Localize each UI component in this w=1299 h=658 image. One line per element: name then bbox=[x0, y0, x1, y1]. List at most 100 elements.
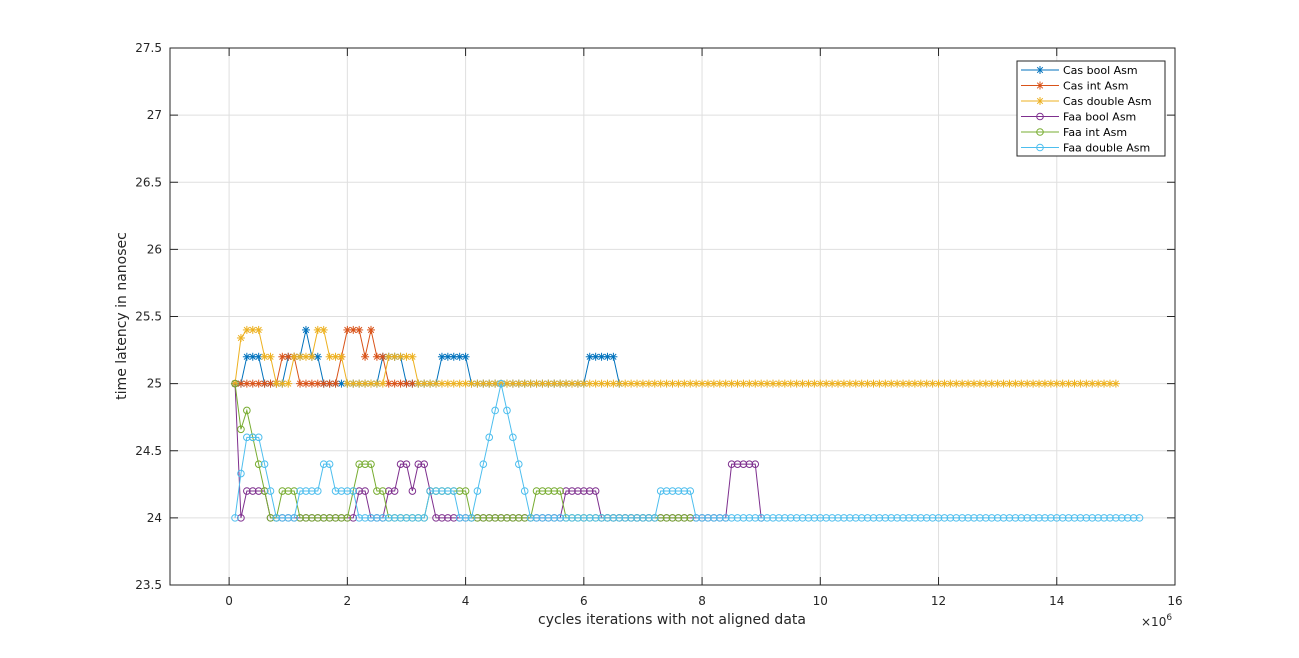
data-point bbox=[319, 514, 328, 522]
marker-stroke bbox=[450, 380, 457, 387]
data-point bbox=[580, 514, 588, 522]
marker-stroke bbox=[403, 353, 410, 360]
marker-stroke bbox=[456, 353, 463, 360]
marker-stroke bbox=[893, 380, 901, 387]
data-point bbox=[473, 514, 482, 522]
data-point bbox=[237, 425, 245, 434]
data-point bbox=[751, 514, 760, 522]
marker-stroke bbox=[509, 380, 517, 387]
legend-label: Cas bool Asm bbox=[1063, 64, 1138, 77]
data-point bbox=[331, 379, 340, 388]
data-point bbox=[869, 514, 878, 522]
data-point bbox=[1064, 514, 1073, 522]
marker-stroke bbox=[409, 353, 416, 360]
y-tick-label: 25.5 bbox=[135, 310, 162, 324]
data-point bbox=[532, 487, 541, 495]
data-point bbox=[1052, 514, 1061, 522]
marker-stroke bbox=[551, 380, 558, 387]
data-point bbox=[585, 352, 594, 361]
data-point bbox=[940, 514, 949, 522]
marker-stroke bbox=[604, 353, 611, 360]
legend-entry: Cas int Asm bbox=[1021, 80, 1128, 93]
data-point bbox=[1094, 514, 1102, 522]
marker-stroke bbox=[580, 380, 587, 387]
data-point bbox=[343, 325, 352, 334]
data-point bbox=[449, 487, 458, 495]
data-point bbox=[509, 514, 517, 522]
data-point bbox=[438, 514, 446, 522]
marker-stroke bbox=[432, 380, 440, 387]
data-point bbox=[544, 514, 553, 522]
marker-stroke bbox=[734, 380, 741, 387]
marker-stroke bbox=[279, 380, 286, 387]
marker-stroke bbox=[598, 353, 605, 360]
marker-stroke bbox=[515, 380, 522, 387]
data-point bbox=[396, 379, 405, 388]
data-point bbox=[538, 514, 547, 522]
data-point bbox=[390, 487, 399, 495]
data-point bbox=[609, 379, 618, 388]
marker-stroke bbox=[864, 380, 871, 387]
data-point bbox=[426, 487, 434, 495]
marker-stroke bbox=[1035, 380, 1043, 387]
marker-stroke bbox=[669, 380, 676, 387]
data-point bbox=[733, 514, 742, 522]
data-point bbox=[290, 514, 298, 522]
data-point bbox=[958, 514, 966, 522]
marker-stroke bbox=[710, 380, 718, 387]
data-point bbox=[236, 333, 245, 342]
data-point bbox=[361, 487, 369, 495]
data-point bbox=[1058, 379, 1067, 388]
data-point bbox=[627, 379, 636, 388]
legend-marker bbox=[1036, 66, 1044, 74]
data-point bbox=[278, 352, 287, 361]
data-point bbox=[899, 379, 908, 388]
data-point bbox=[331, 487, 340, 495]
data-point bbox=[260, 460, 269, 468]
marker-stroke bbox=[799, 380, 806, 387]
data-point bbox=[461, 514, 470, 522]
data-point bbox=[1112, 514, 1120, 522]
data-point bbox=[1017, 514, 1026, 522]
marker-stroke bbox=[326, 380, 333, 387]
marker-stroke bbox=[740, 380, 747, 387]
marker-stroke bbox=[616, 380, 623, 387]
marker-stroke bbox=[828, 380, 836, 387]
data-point bbox=[863, 514, 872, 522]
data-point bbox=[686, 487, 695, 495]
y-tick-label: 26.5 bbox=[135, 175, 162, 189]
data-point bbox=[568, 487, 576, 495]
marker-stroke bbox=[397, 380, 404, 387]
data-point bbox=[781, 514, 789, 522]
data-point bbox=[544, 379, 553, 388]
data-point bbox=[946, 514, 955, 522]
data-point bbox=[585, 514, 594, 522]
marker-stroke bbox=[834, 380, 842, 387]
marker-stroke bbox=[870, 380, 877, 387]
marker-stroke bbox=[557, 380, 564, 387]
data-point bbox=[284, 352, 293, 361]
marker-stroke bbox=[491, 380, 499, 387]
data-point bbox=[343, 514, 352, 522]
y-tick-label: 25 bbox=[147, 377, 162, 391]
data-point bbox=[899, 514, 907, 522]
marker-stroke bbox=[627, 380, 635, 387]
marker-stroke bbox=[953, 380, 960, 387]
marker-stroke bbox=[237, 380, 245, 387]
data-point bbox=[627, 514, 635, 522]
x-exponent-power: 6 bbox=[1166, 613, 1172, 623]
data-point bbox=[887, 514, 896, 522]
marker-stroke bbox=[1018, 380, 1025, 387]
legend-marker bbox=[1036, 143, 1044, 152]
marker-stroke bbox=[273, 380, 280, 387]
marker-stroke bbox=[350, 380, 357, 387]
data-point bbox=[355, 514, 363, 522]
legend-label: Faa bool Asm bbox=[1063, 111, 1136, 124]
data-point bbox=[302, 487, 310, 495]
marker-stroke bbox=[320, 326, 327, 334]
data-point bbox=[243, 433, 251, 442]
data-point bbox=[656, 514, 665, 522]
data-point bbox=[562, 514, 570, 522]
marker-stroke bbox=[781, 380, 788, 387]
data-point bbox=[443, 379, 452, 388]
